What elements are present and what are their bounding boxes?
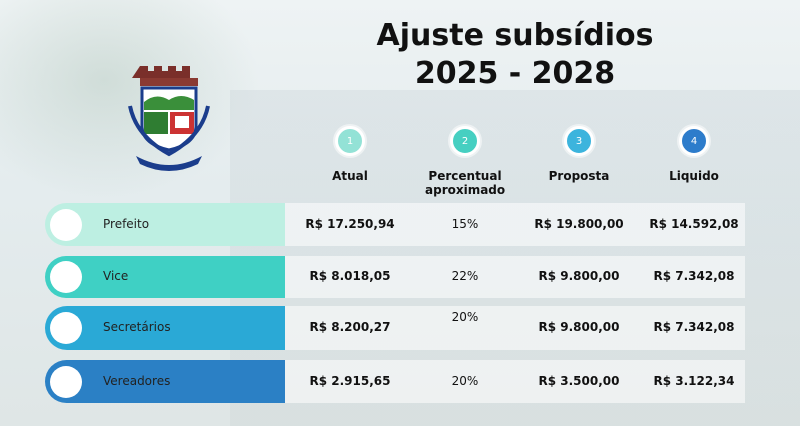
cell-value: 20% <box>451 373 479 388</box>
cell-value: R$ 9.800,00 <box>538 269 620 283</box>
row-band <box>285 256 745 298</box>
cell-value: R$ 14.592,08 <box>649 216 739 231</box>
cell-value: R$ 2.915,65 <box>309 373 391 388</box>
row-pill <box>45 203 285 246</box>
cell-value: R$ 17.250,94 <box>305 216 395 231</box>
row-label: Prefeito <box>103 216 150 231</box>
row-dot <box>50 208 82 241</box>
cell-value: R$ 9.800,00 <box>538 320 620 334</box>
title-line: 2025 - 2028 <box>414 56 616 91</box>
row-pill <box>45 360 285 403</box>
column-header: Proposta <box>548 169 610 183</box>
coat-of-arms <box>128 66 210 171</box>
row-dot <box>50 261 82 293</box>
row-band <box>285 360 745 403</box>
cell-value: R$ 3.500,00 <box>538 373 620 388</box>
cell-value: R$ 8.200,27 <box>309 320 391 334</box>
cell-value: R$ 8.018,05 <box>309 269 391 283</box>
cell-value: R$ 7.342,08 <box>653 269 735 283</box>
background-tree <box>0 0 260 200</box>
step-badge: 1 <box>335 126 365 156</box>
column-header: Atual <box>332 169 368 183</box>
step-badge: 2 <box>450 126 480 156</box>
row-label: Vice <box>103 269 129 283</box>
row-pill <box>45 306 285 350</box>
row-band <box>285 306 745 350</box>
cell-value: 15% <box>451 216 479 231</box>
cell-value: R$ 19.800,00 <box>534 216 624 231</box>
step-badge: 3 <box>564 126 594 156</box>
row-label: Secretários <box>103 320 171 334</box>
cell-value: 22% <box>451 269 479 283</box>
row-band <box>285 203 745 246</box>
row-dot <box>50 312 82 344</box>
cell-value: R$ 7.342,08 <box>653 320 735 334</box>
row-label: Vereadores <box>103 373 171 388</box>
column-header: Percentual aproximado <box>425 169 506 197</box>
cell-value: R$ 3.122,34 <box>653 373 735 388</box>
cell-value: 20% <box>451 310 479 324</box>
row-pill <box>45 256 285 298</box>
title-line: Ajuste subsídios <box>376 18 654 53</box>
row-dot <box>50 365 82 398</box>
column-header: Liquido <box>669 169 719 183</box>
step-badge: 4 <box>679 126 709 156</box>
